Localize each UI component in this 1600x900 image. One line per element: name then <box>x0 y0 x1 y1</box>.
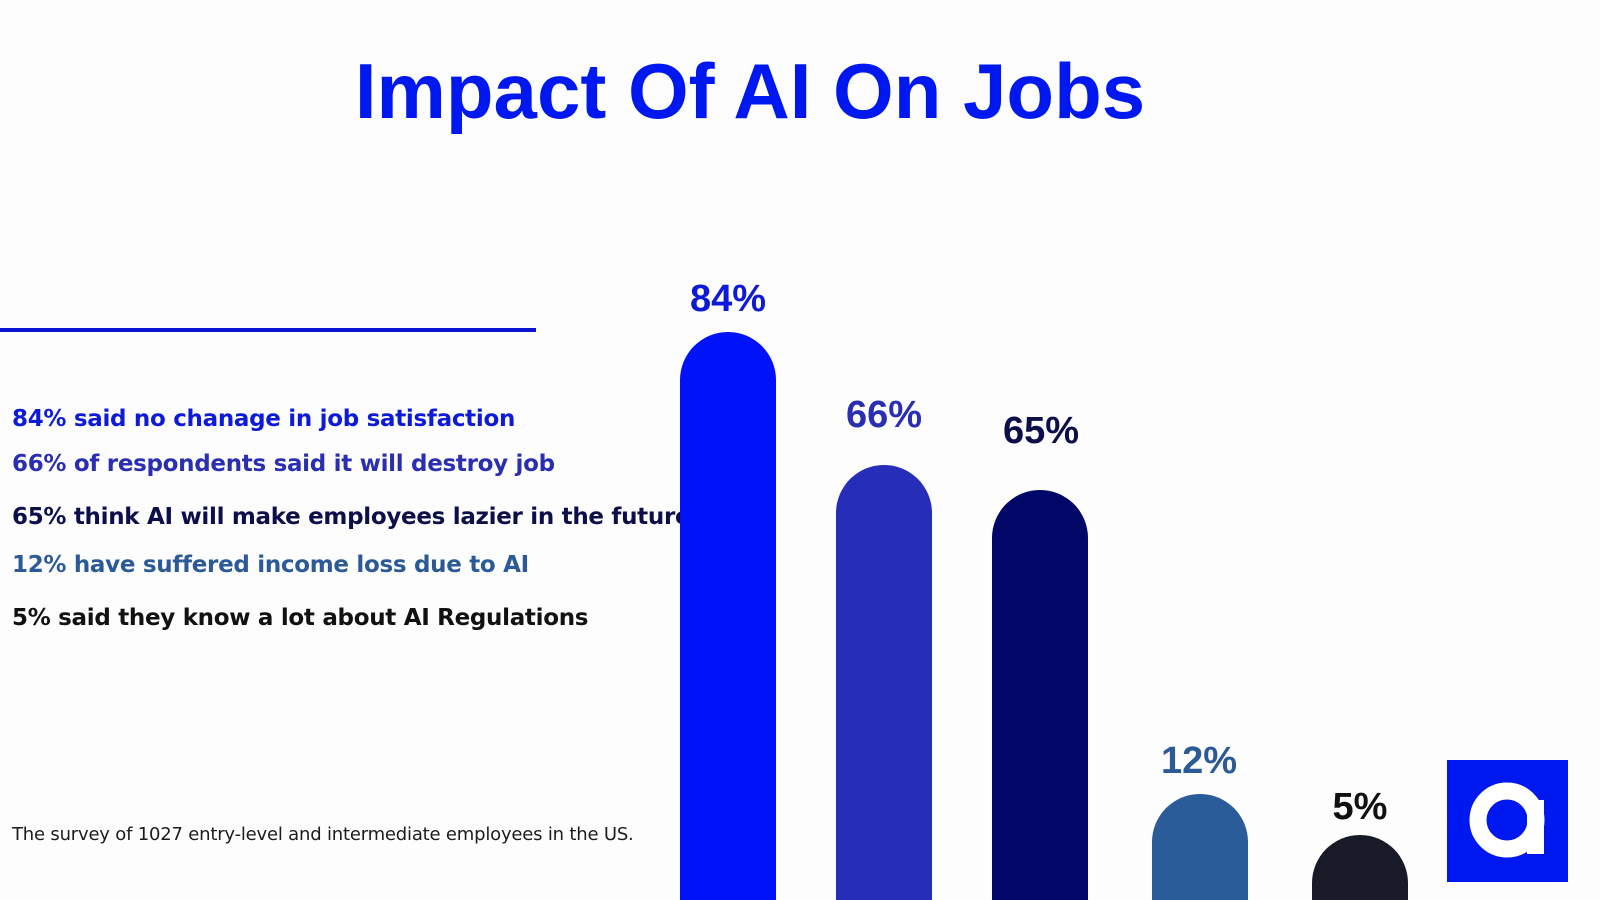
bar-65 <box>992 490 1088 900</box>
bar-label-84: 84% <box>689 278 767 320</box>
page-title: Impact Of AI On Jobs <box>354 47 1146 135</box>
a-letter-logo-icon <box>1469 782 1545 858</box>
bar-5 <box>1312 835 1408 900</box>
legend-item-12: 12% have suffered income loss due to AI <box>12 552 529 578</box>
brand-logo <box>1447 760 1568 882</box>
survey-footnote: The survey of 1027 entry-level and inter… <box>12 824 634 845</box>
legend-item-65: 65% think AI will make employees lazier … <box>12 504 691 530</box>
legend-item-84: 84% said no chanage in job satisfaction <box>12 406 516 432</box>
bar-label-12: 12% <box>1160 740 1238 782</box>
bar-label-65: 65% <box>1002 410 1080 452</box>
bar-label-5: 5% <box>1332 786 1388 828</box>
bar-12 <box>1152 794 1248 900</box>
bar-84 <box>680 332 776 900</box>
bar-66 <box>836 465 932 900</box>
legend-item-66: 66% of respondents said it will destroy … <box>12 451 555 477</box>
divider-line <box>0 328 536 332</box>
legend-item-5: 5% said they know a lot about AI Regulat… <box>12 605 589 631</box>
bar-label-66: 66% <box>845 394 923 436</box>
